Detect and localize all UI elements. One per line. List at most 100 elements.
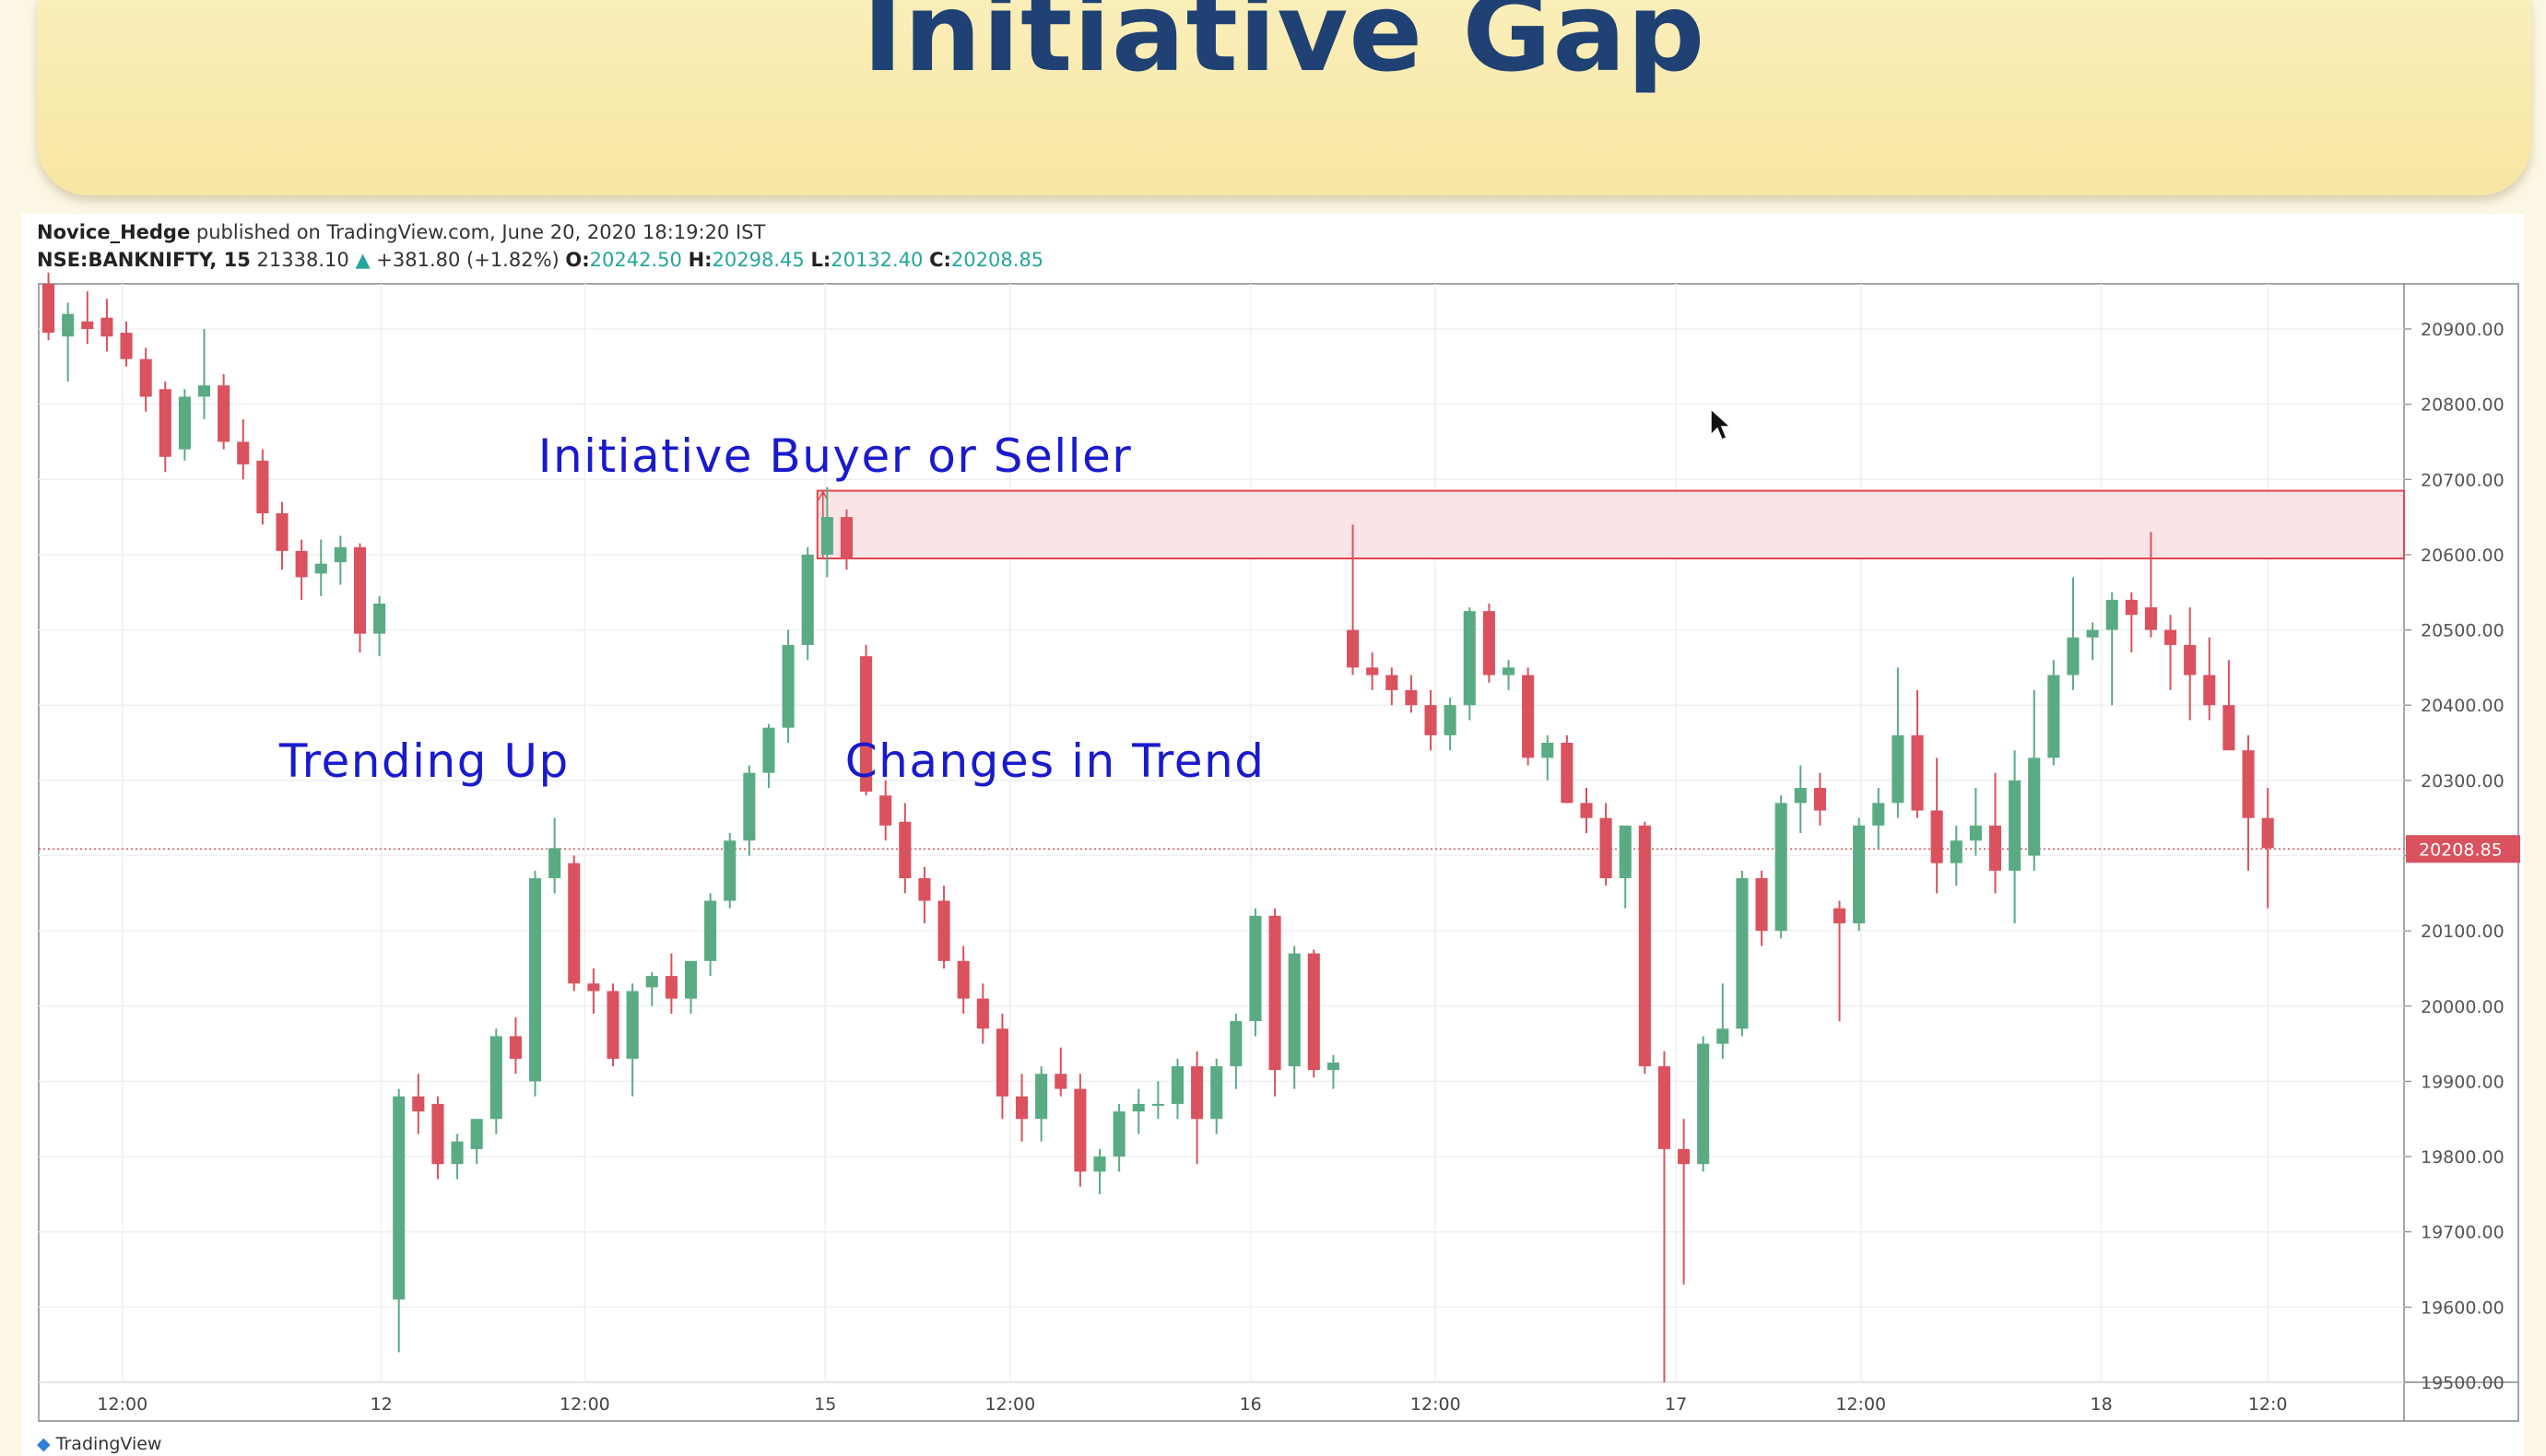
candle-body — [1230, 1021, 1243, 1067]
candle-body — [218, 385, 230, 442]
symbol-change: +381.80 (+1.82%) — [376, 249, 560, 271]
candle-body — [1716, 1028, 1729, 1044]
candle-body — [1444, 705, 1456, 735]
candle — [626, 983, 639, 1097]
candle — [1074, 1074, 1087, 1187]
candle — [1502, 660, 1515, 690]
candle-body — [937, 900, 950, 961]
x-tick-label: 12:00 — [984, 1394, 1035, 1415]
candle-body — [645, 976, 658, 988]
candle-body — [1385, 675, 1398, 690]
symbol-last: 21338.10 — [256, 249, 349, 271]
candle-body — [1074, 1088, 1087, 1172]
candle-body — [899, 821, 912, 878]
candle-body — [412, 1096, 425, 1112]
tradingview-icon: ◆ — [37, 1434, 51, 1454]
candle — [1385, 667, 1398, 706]
candle-body — [1736, 877, 1749, 1029]
candle-body — [665, 976, 678, 999]
candle-body — [42, 284, 55, 334]
candle-body — [353, 546, 367, 634]
annotation-label: Initiative Buyer or Seller — [538, 429, 1133, 483]
candle-body — [2222, 705, 2235, 751]
up-triangle-icon: ▲ — [355, 249, 371, 271]
candle — [1911, 689, 1924, 818]
open-label: O: — [565, 249, 590, 271]
y-tick-label: 20400.00 — [2421, 696, 2505, 716]
candle-body — [1171, 1066, 1185, 1104]
candle-body — [2242, 750, 2255, 818]
candle-body — [1988, 825, 2002, 871]
publisher-author[interactable]: Novice_Hedge — [37, 221, 191, 243]
candle — [1716, 983, 1729, 1059]
candle — [412, 1074, 425, 1134]
candles — [42, 272, 2274, 1382]
tradingview-logo[interactable]: ◆ TradingView — [37, 1434, 161, 1454]
candle — [607, 983, 619, 1067]
last-price-badge — [2406, 835, 2520, 863]
candle — [2086, 622, 2099, 661]
candle — [81, 291, 94, 345]
candle — [918, 866, 931, 923]
candle — [1599, 803, 1612, 887]
candle-body — [957, 960, 970, 999]
candle — [1151, 1081, 1164, 1120]
candle — [2047, 660, 2060, 766]
candle — [724, 833, 737, 909]
annotations: Initiative Buyer or Seller Trending Up Cha… — [278, 429, 1264, 788]
candle — [431, 1096, 444, 1180]
y-tick-label: 20300.00 — [2421, 771, 2505, 792]
candle-body — [197, 385, 211, 397]
price-axis[interactable]: 19500.00 19600.00 19700.00 19800.00 19900.00… — [2404, 320, 2520, 1393]
candle — [1482, 603, 1495, 683]
candle — [1522, 667, 1535, 766]
close-value: 20208.85 — [950, 249, 1044, 271]
candle — [1424, 689, 1437, 751]
y-tick-label: 19500.00 — [2421, 1373, 2505, 1393]
ohlc-line: NSE:BANKNIFTY, 15 21338.10 ▲ +381.80 (+1… — [37, 249, 1043, 271]
candle-body — [1035, 1074, 1048, 1120]
candle — [218, 373, 230, 450]
candle — [470, 1119, 483, 1165]
y-tick-label: 20900.00 — [2421, 320, 2505, 340]
candle-body — [587, 983, 600, 992]
candle-body — [860, 656, 873, 793]
candle-body — [1638, 825, 1651, 1067]
candle — [2105, 592, 2118, 706]
candle-body — [1093, 1157, 1106, 1172]
candle-body — [1113, 1111, 1126, 1157]
candle — [178, 389, 191, 461]
low-label: L: — [810, 249, 831, 271]
candle — [1249, 908, 1262, 1037]
candle-body — [1833, 908, 1846, 923]
candle-body — [2184, 644, 2197, 675]
candle — [528, 870, 542, 1097]
candle-body — [1347, 629, 1360, 668]
candle — [237, 418, 250, 480]
candle-body — [431, 1103, 444, 1165]
x-tick-label: 12:00 — [1410, 1394, 1461, 1415]
x-tick-label: 12:00 — [97, 1394, 147, 1415]
candle — [1463, 607, 1476, 721]
candle — [353, 543, 367, 653]
candle — [1697, 1036, 1710, 1172]
candle — [2203, 637, 2216, 721]
annotation-label: Trending Up — [278, 734, 570, 788]
x-tick-label: 12 — [371, 1394, 393, 1415]
publisher-line: Novice_Hedge published on TradingView.co… — [37, 221, 765, 243]
candle-body — [276, 513, 289, 551]
candle — [665, 953, 678, 1014]
candle-body — [120, 333, 133, 359]
time-axis[interactable]: 12:00 12 12:00 15 12:00 16 12:00 17 12:00 18 12:0 — [97, 1394, 2287, 1415]
candle-body — [2009, 780, 2021, 871]
x-tick-label: 18 — [2091, 1394, 2113, 1415]
candle — [1366, 652, 1379, 690]
zone-box — [816, 489, 2405, 560]
candle — [860, 644, 873, 796]
candle — [256, 449, 269, 525]
candle — [373, 595, 386, 657]
candle — [840, 509, 853, 570]
candle-body — [782, 644, 795, 728]
chart-frame — [38, 283, 2519, 1422]
